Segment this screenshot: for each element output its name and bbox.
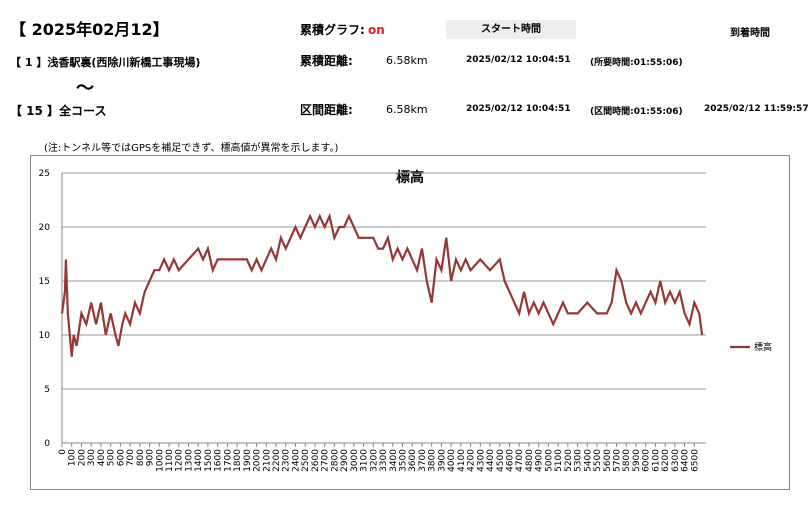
- x-tick-label: 900: [146, 449, 156, 466]
- x-tick-label: 1400: [194, 449, 204, 472]
- y-tick-label: 10: [39, 331, 51, 341]
- x-tick-label: 1200: [175, 449, 185, 472]
- y-tick-label: 0: [44, 439, 50, 449]
- x-tick-label: 5000: [544, 449, 554, 472]
- x-tick-label: 2900: [340, 449, 350, 472]
- x-tick-label: 2800: [330, 449, 340, 472]
- start-label: スタート時間: [446, 20, 576, 39]
- line: [60, 212, 704, 357]
- x-tick-label: 1000: [155, 449, 165, 472]
- chart-frame: [30, 155, 790, 490]
- x-tick-label: 1300: [184, 449, 194, 472]
- x-tick-label: 3400: [389, 449, 399, 472]
- x-tick-label: 4600: [505, 449, 515, 472]
- x-tick-label: 3700: [418, 449, 428, 472]
- x-tick-label: 6200: [661, 449, 671, 472]
- date: 【 2025年02月12】: [10, 20, 169, 39]
- y-tick-label: 20: [39, 223, 51, 233]
- x-tick-label: 2100: [262, 449, 272, 472]
- x-tick-label: 2300: [282, 449, 292, 472]
- x-tick-label: 5300: [574, 449, 584, 472]
- x-tick-label: 4100: [457, 449, 467, 472]
- arrival: 2025/02/12 11:59:57: [704, 104, 809, 114]
- duration: (所要時間:01:55:06): [590, 58, 683, 68]
- y-tick-label: 15: [39, 277, 50, 287]
- x-tick-label: 5700: [613, 449, 623, 472]
- x-tick-label: 3200: [369, 449, 379, 472]
- x-tick-label: 5900: [632, 449, 642, 472]
- x-tick-label: 3500: [398, 449, 408, 472]
- start: 2025/02/12 10:04:51: [466, 55, 571, 65]
- x-tick-label: 1500: [204, 449, 214, 472]
- x-tick-label: 1700: [223, 449, 233, 472]
- x-tick-label: 2200: [272, 449, 282, 472]
- x-tick-label: 5100: [554, 449, 564, 472]
- x-tick-label: 5600: [603, 449, 613, 472]
- x-tick-label: 5200: [564, 449, 574, 472]
- x-tick-label: 6400: [681, 449, 691, 472]
- x-tick-label: 600: [116, 449, 126, 466]
- arrival-label: 到着時間: [730, 28, 770, 39]
- y-tick-label: 5: [44, 385, 50, 395]
- distance: 6.58km: [386, 54, 428, 67]
- x-tick-label: 200: [77, 449, 87, 466]
- x-tick-label: 1600: [214, 449, 224, 472]
- x-tick-label: 2700: [321, 449, 331, 472]
- x-tick-label: 5800: [622, 449, 632, 472]
- x-tick-label: 300: [87, 449, 97, 466]
- x-tick-label: 4700: [515, 449, 525, 472]
- x-tick-label: 100: [68, 449, 78, 466]
- x-tick-label: 4300: [476, 449, 486, 472]
- x-tick-label: 3900: [437, 449, 447, 472]
- x-tick-label: 3300: [379, 449, 389, 472]
- x-tick-label: 3800: [428, 449, 438, 472]
- x-tick-label: 400: [97, 449, 107, 466]
- distance-label: 累積距離:: [300, 54, 353, 68]
- x-tick-label: 1800: [233, 449, 243, 472]
- chart-title: 標高: [396, 169, 424, 186]
- x-tick-label: 3000: [350, 449, 360, 472]
- x-tick-label: 4000: [447, 449, 457, 472]
- x-tick-label: 4800: [525, 449, 535, 472]
- x-tick-label: 500: [107, 449, 117, 466]
- x-tick-label: 1100: [165, 449, 175, 472]
- x-tick-label: 1900: [243, 449, 253, 472]
- x-tick-label: 2000: [253, 449, 263, 472]
- x-tick-label: 4200: [467, 449, 477, 472]
- x-tick-label: 3100: [360, 449, 370, 472]
- start: 2025/02/12 10:04:51: [466, 104, 571, 114]
- distance: 6.58km: [386, 103, 428, 116]
- x-tick-label: 5500: [593, 449, 603, 472]
- legend-label: 標高: [754, 341, 772, 353]
- x-tick-label: 800: [136, 449, 146, 466]
- distance-label: 区間距離:: [300, 103, 353, 117]
- x-tick-label: 5400: [583, 449, 593, 472]
- course: 【 15 】全コース: [10, 104, 107, 118]
- note: (注:トンネル等ではGPSを補足できず、標高値が異常を示します。): [44, 143, 339, 154]
- x-tick-label: 6500: [690, 449, 700, 472]
- x-tick-label: 2500: [301, 449, 311, 472]
- x-tick-label: 2400: [291, 449, 301, 472]
- x-tick-label: 6100: [651, 449, 661, 472]
- x-tick-label: 4900: [535, 449, 545, 472]
- duration: (区間時間:01:55:06): [590, 107, 683, 117]
- x-tick-label: 700: [126, 449, 136, 466]
- x-tick-label: 4500: [496, 449, 506, 472]
- graph-state: on: [368, 23, 385, 37]
- graph-label: 累積グラフ:: [300, 23, 365, 37]
- x-tick-label: 6000: [642, 449, 652, 472]
- x-tick-label: 0: [58, 449, 68, 455]
- y-tick-label: 25: [39, 169, 50, 179]
- x-tick-label: 3600: [408, 449, 418, 472]
- tilde: 〜: [76, 78, 94, 99]
- x-tick-label: 6300: [671, 449, 681, 472]
- course: 【 1 】浅香駅裏(西除川新橋工事現場): [10, 56, 201, 69]
- x-tick-label: 2600: [311, 449, 321, 472]
- x-tick-label: 4400: [486, 449, 496, 472]
